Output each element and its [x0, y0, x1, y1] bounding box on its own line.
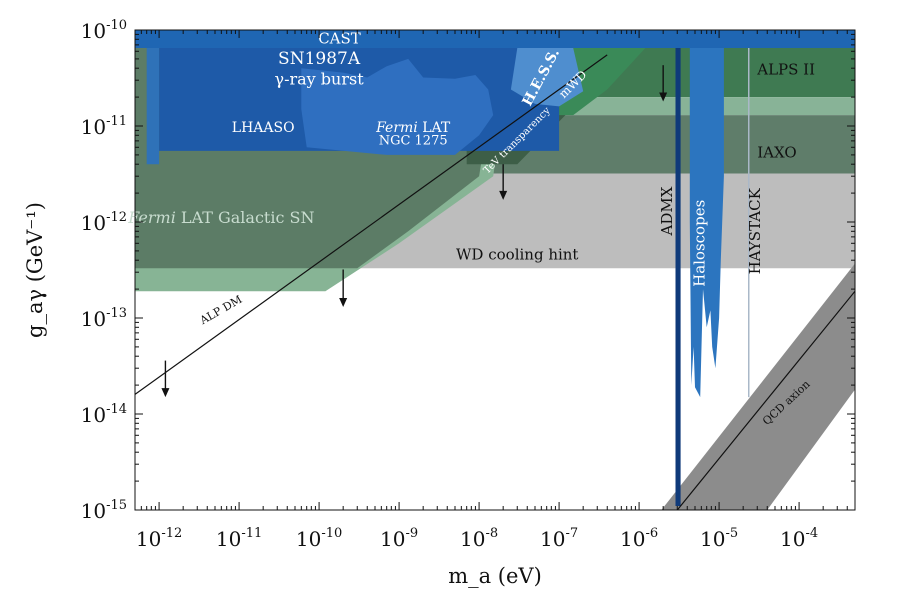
label-haystack: HAYSTACK: [746, 187, 764, 274]
y-axis-label: g_aγ (GeV⁻¹): [23, 202, 47, 338]
label-lhaaso: LHAASO: [232, 120, 295, 136]
region-lhaaso: [146, 48, 160, 165]
x-tick-label: 10-8: [460, 526, 498, 551]
label-haloscopes: Haloscopes: [691, 200, 709, 287]
limit-arrow: [161, 360, 170, 398]
limit-arrows: [161, 65, 668, 398]
x-tick-label: 10-6: [620, 526, 658, 551]
label-alp-dm: ALP DM: [197, 293, 244, 328]
y-tick-label: 10-10: [81, 18, 127, 43]
region-h-e-s-s: [510, 48, 584, 107]
plot-frame: [134, 29, 856, 511]
y-axis-ticks: 10-10 10-11 10-12 10-13 10-14 10-15: [81, 18, 855, 523]
x-tick-label: 10-11: [216, 526, 262, 551]
region-fermi-lat-ngc-1275: [301, 58, 494, 155]
label-iaxo: IAXO: [757, 143, 796, 161]
reference-lines: [135, 54, 855, 510]
limit-arrow: [339, 269, 348, 308]
y-tick-label: 10-14: [81, 402, 127, 427]
x-tick-label: 10-4: [780, 526, 818, 551]
x-tick-label: 10-12: [136, 526, 182, 551]
line-alp-dm: [135, 54, 608, 395]
exclusion-regions: [135, 30, 855, 510]
y-tick-label: 10-13: [81, 306, 127, 331]
region-haystack: [748, 48, 750, 398]
region-cast: [135, 30, 855, 48]
limit-arrow: [499, 164, 508, 200]
label-sn1987a: SN1987A: [278, 49, 361, 69]
label-alps-ii: ALPS II: [756, 60, 815, 78]
x-axis-label: m_a (eV): [448, 564, 542, 588]
region-admx: [675, 48, 681, 506]
limit-arrow: [659, 65, 668, 102]
x-tick-label: 10-7: [540, 526, 578, 551]
x-tick-label: 10-10: [296, 526, 342, 551]
region-haloscopes: [689, 48, 724, 398]
label-admx: ADMX: [658, 186, 676, 236]
x-tick-label: 10-9: [380, 526, 418, 551]
label-ray-burst: γ-ray burst: [275, 70, 365, 89]
x-tick-label: 10-5: [700, 526, 738, 551]
label-ngc-1275: NGC 1275: [379, 133, 448, 148]
region-mwd: [559, 48, 646, 116]
region-qcd-axion: [661, 263, 855, 510]
y-tick-label: 10-11: [81, 114, 127, 139]
label-fermi-lat-galactic-sn: Fermi LAT Galactic SN: [127, 208, 314, 227]
label-fermi-lat: Fermi LAT: [375, 120, 451, 136]
line-qcd-axion-center-line: [676, 290, 855, 510]
y-tick-label: 10-12: [81, 210, 127, 235]
label-cast: CAST: [318, 29, 361, 47]
label-wd-cooling-hint: WD cooling hint: [456, 245, 578, 263]
x-axis-ticks: 10-12 10-11 10-10 10-9 10-8 10-7 10-6 10-5 10-4: [134, 30, 856, 551]
y-tick-label: 10-15: [81, 498, 127, 523]
